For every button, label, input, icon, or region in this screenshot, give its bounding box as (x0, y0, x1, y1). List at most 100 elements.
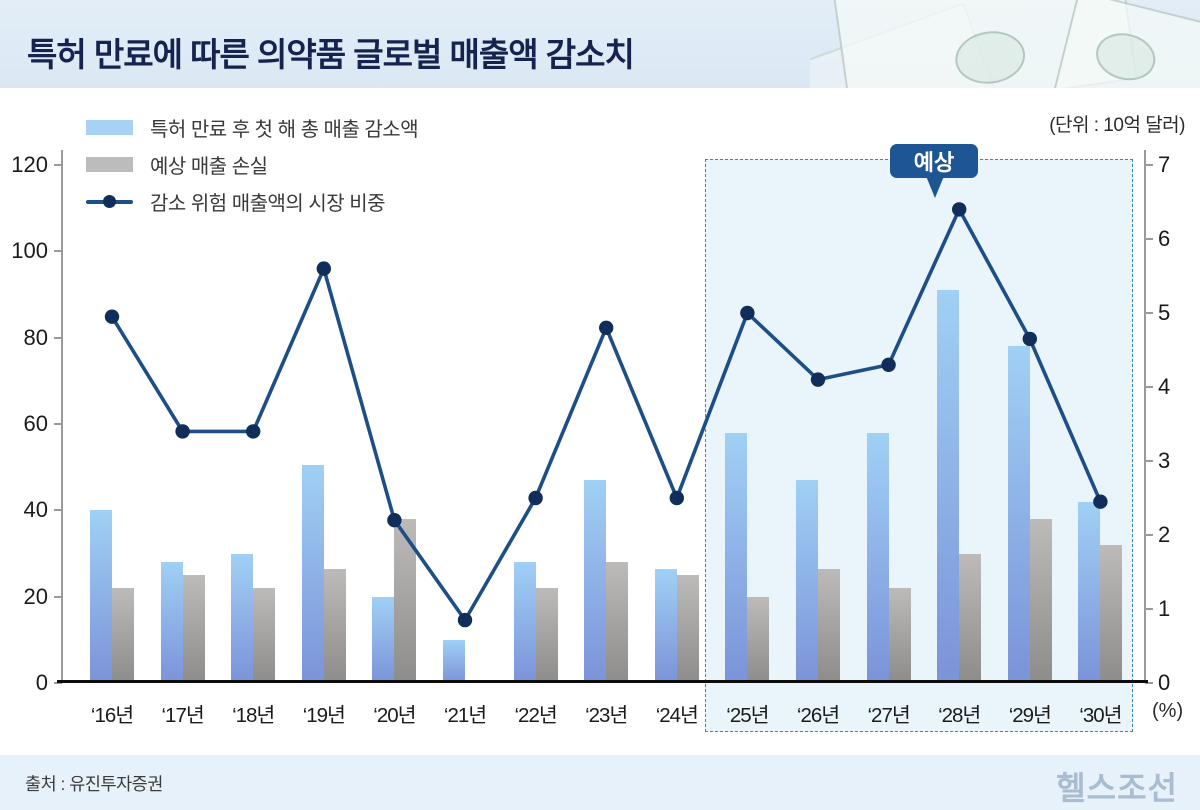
bar-first-year-sales-drop (654, 568, 677, 683)
bar-first-year-sales-drop (90, 510, 112, 683)
bar-expected-sales-loss (606, 562, 629, 683)
line-data-point (599, 320, 614, 335)
bar-expected-sales-loss (182, 575, 205, 683)
forecast-badge: 예상 (890, 144, 978, 178)
bar-first-year-sales-drop (866, 432, 889, 683)
left-axis-tick-label: 60 (23, 411, 48, 436)
x-axis-tick-label: ‘18년 (232, 704, 275, 727)
line-data-point (175, 424, 190, 439)
left-axis-tick (54, 164, 62, 166)
left-axis-tick (54, 509, 62, 512)
bar-first-year-sales-drop (372, 596, 395, 683)
bar-first-year-sales-drop (513, 562, 536, 683)
bar-first-year-sales-drop (231, 553, 254, 683)
bar-first-year-sales-drop (796, 480, 818, 683)
left-axis-tick-label: 20 (23, 583, 48, 609)
right-axis-tick (1145, 386, 1153, 388)
left-axis-tick (54, 250, 62, 253)
left-axis-tick-label: 100 (11, 238, 48, 264)
bar-expected-sales-loss (112, 588, 134, 683)
x-axis-tick-label: ‘30년 (1079, 704, 1122, 727)
bar-first-year-sales-drop (725, 432, 748, 683)
dollar-bill-image (1049, 0, 1200, 88)
right-axis-tick-label: 5 (1158, 300, 1171, 325)
line-data-point (387, 513, 402, 528)
forecast-badge-pointer (926, 176, 944, 198)
x-axis-tick-label: ‘22년 (514, 704, 557, 727)
bar-first-year-sales-drop (301, 465, 324, 683)
line-data-point (246, 424, 261, 439)
x-axis-tick-label: ‘25년 (726, 704, 769, 727)
line-data-point (457, 612, 473, 628)
bar-expected-sales-loss (253, 588, 276, 683)
bar-expected-sales-loss (818, 568, 840, 683)
forecast-region (705, 159, 1133, 732)
right-axis-tick (1145, 238, 1153, 240)
legend-label: 특허 만료 후 첫 해 총 매출 감소액 (150, 118, 419, 141)
bill-portrait-oval (951, 26, 1029, 88)
percent-axis-label: (%) (1152, 700, 1184, 722)
footer: 출처 : 유진투자증권 헬스조선 (0, 755, 1200, 810)
line-path (110, 205, 1103, 624)
right-axis-tick (1145, 460, 1153, 462)
bar-expected-sales-loss (1029, 518, 1052, 683)
bar-first-year-sales-drop (937, 290, 960, 683)
x-axis-tick-label: ‘17년 (161, 704, 204, 727)
x-axis-tick-label: ‘23년 (585, 704, 628, 727)
x-axis-tick-label: ‘20년 (373, 704, 416, 727)
left-axis-tick-label: 0 (35, 670, 48, 695)
x-axis-tick-label: ‘19년 (302, 704, 346, 727)
left-axis-tick (54, 336, 62, 339)
unit-label: (단위 : 10억 달러) (1049, 115, 1185, 136)
line-data-point (881, 357, 896, 372)
left-axis-tick (54, 682, 62, 684)
right-axis-tick (1145, 682, 1153, 684)
right-axis-tick-label: 4 (1158, 374, 1171, 399)
bill-portrait-oval (1091, 27, 1161, 87)
blue-bar-swatch-icon (86, 119, 133, 135)
healthchosun-logo: 헬스조선 (1056, 770, 1178, 806)
right-axis-tick (1145, 534, 1153, 536)
legend-label: 감소 위험 매출액의 시장 비중 (150, 192, 386, 215)
line-data-point (104, 309, 120, 324)
forecast-badge-label: 예상 (913, 150, 955, 175)
bar-expected-sales-loss (888, 588, 911, 683)
left-axis-tick (54, 423, 62, 425)
legend-item-blue-bar: 특허 만료 후 첫 해 총 매출 감소액 (86, 116, 419, 141)
line-data-point (952, 202, 967, 217)
chart-plot-area: 예상 (%) 0 20 40 60 80 100 120 0 1 2 3 4 5 6 7 ‘16년 ‘17년 ‘1… (11, 144, 1183, 732)
gray-bar-swatch-icon (86, 156, 133, 172)
line-data-point (740, 305, 755, 321)
x-axis-tick-label: ‘27년 (867, 704, 910, 727)
bar-expected-sales-loss (1100, 544, 1123, 683)
bar-expected-sales-loss (747, 596, 770, 683)
right-axis-tick-label: 1 (1158, 596, 1171, 621)
bar-first-year-sales-drop (160, 562, 183, 683)
bar-first-year-sales-drop (1078, 501, 1101, 683)
line-data-point (528, 490, 543, 506)
right-axis-tick-label: 3 (1158, 448, 1171, 473)
bar-expected-sales-loss (394, 518, 417, 683)
right-axis-tick (1145, 164, 1153, 166)
left-axis-tick-label: 40 (23, 497, 48, 523)
x-axis-line (57, 680, 1148, 683)
x-axis-tick-label: ‘16년 (90, 704, 134, 727)
legend-item-line: 감소 위험 매출액의 시장 비중 (86, 190, 386, 215)
line-data-point (1022, 331, 1037, 347)
bar-expected-sales-loss (676, 575, 699, 683)
x-axis-tick-label: ‘24년 (655, 704, 699, 727)
dollar-bills-decoration (810, 0, 1200, 88)
x-axis-tick-label: ‘28년 (938, 704, 981, 727)
bar-expected-sales-loss (959, 553, 982, 683)
legend-label: 예상 매출 손실 (150, 155, 268, 178)
header: 특허 만료에 따른 의약품 글로벌 매출액 감소치 (0, 0, 1200, 88)
source-text: 출처 : 유진투자증권 (25, 774, 163, 794)
right-axis-tick-label: 0 (1158, 670, 1171, 695)
market-share-line-series (104, 202, 1108, 628)
right-axis-tick-label: 2 (1158, 522, 1171, 547)
x-axis-tick-label: ‘29년 (1008, 704, 1052, 727)
line-data-point (316, 261, 331, 276)
line-swatch-icon (86, 194, 133, 209)
line-data-point (1093, 494, 1108, 509)
